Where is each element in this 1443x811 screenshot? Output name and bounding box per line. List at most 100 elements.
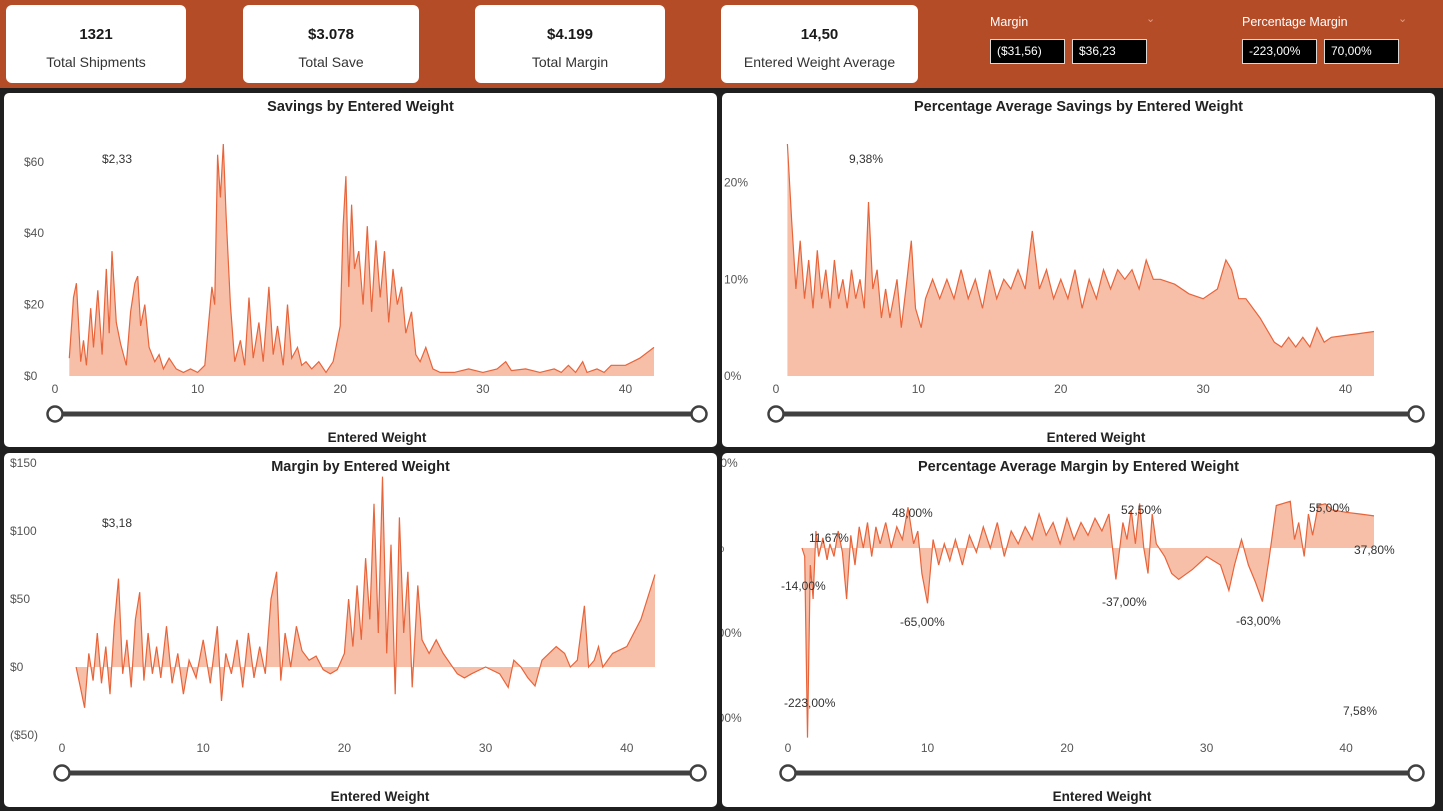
savings-chart: $0 $20 $40 $60 0 10 20 30 40 $2,33 Entered Weight (24, 143, 708, 445)
kpi-value: 1321 (79, 26, 113, 43)
x-tick-label: 0 (773, 382, 780, 396)
x-axis-label: Entered Weight (1047, 430, 1146, 445)
data-label: -14,00% (781, 579, 826, 593)
kpi-card-total-shipments: 1321 Total Shipments (6, 5, 186, 83)
y-tick-label: $0 (24, 369, 38, 383)
y-tick-label: 20% (724, 176, 748, 190)
x-tick-label: 40 (620, 741, 634, 755)
range-slider-handle[interactable] (46, 405, 64, 423)
range-slider-handle[interactable] (53, 764, 71, 782)
series-area (76, 476, 656, 708)
percentage-margin-min-input[interactable]: -223,00% (1242, 39, 1317, 64)
kpi-value: $3.078 (308, 26, 354, 43)
x-axis-label: Entered Weight (331, 789, 430, 804)
chevron-down-icon[interactable]: ⌄ (1146, 13, 1156, 25)
x-tick-label: 30 (1196, 382, 1210, 396)
range-slider-handle[interactable] (1407, 764, 1425, 782)
x-tick-label: 40 (1339, 382, 1353, 396)
x-tick-label: 30 (476, 382, 490, 396)
kpi-card-total-save: $3.078 Total Save (243, 5, 419, 83)
x-tick-label: 0 (785, 741, 792, 755)
percentage-margin-slicer-title: Percentage Margin (1242, 15, 1348, 29)
range-slider-handle[interactable] (779, 764, 797, 782)
kpi-label: Total Margin (531, 54, 609, 70)
y-tick-label: $0 (10, 660, 24, 674)
y-tick-label: 10% (724, 272, 748, 286)
x-tick-label: 10 (912, 382, 926, 396)
data-label: -63,00% (1236, 614, 1281, 628)
data-label: 9,38% (849, 152, 883, 166)
data-label: $3,18 (102, 516, 132, 530)
x-tick-label: 0 (52, 382, 59, 396)
data-label: 37,80% (1354, 543, 1395, 557)
x-tick-label: 30 (1200, 741, 1214, 755)
kpi-card-entered-weight-average: 14,50 Entered Weight Average (721, 5, 918, 83)
range-slider-handle[interactable] (1407, 405, 1425, 423)
data-label: -223,00% (784, 696, 836, 710)
series-line (68, 143, 655, 374)
x-tick-label: 20 (1060, 741, 1074, 755)
kpi-label: Entered Weight Average (743, 54, 896, 70)
series-area (787, 144, 1374, 376)
y-tick-label: -100% (722, 626, 742, 640)
range-slider-handle[interactable] (689, 764, 707, 782)
data-label: 48,00% (892, 506, 933, 520)
x-tick-label: 10 (191, 382, 205, 396)
data-label: -65,00% (900, 615, 945, 629)
chart-title: Percentage Average Margin by Entered Wei… (918, 459, 1239, 475)
percentage-margin-chart-panel: Percentage Average Margin by Entered Wei… (722, 453, 1435, 807)
data-label: 7,58% (1343, 704, 1377, 718)
header-bar: 1321 Total Shipments $3.078 Total Save $… (0, 0, 1443, 88)
chevron-down-icon[interactable]: ⌄ (1398, 13, 1408, 25)
margin-chart-panel: Margin by Entered Weight ($50) $0 $50 $100 $… (4, 453, 717, 807)
percentage-margin-max-input[interactable]: 70,00% (1324, 39, 1399, 64)
x-axis-label: Entered Weight (328, 430, 427, 445)
x-tick-label: 40 (1339, 741, 1353, 755)
x-tick-label: 30 (479, 741, 493, 755)
percentage-savings-chart: 0% 10% 20% 0 10 20 30 40 9,38% Entered Weight (724, 143, 1425, 445)
margin-max-input[interactable]: $36,23 (1072, 39, 1147, 64)
margin-slicer-title: Margin (990, 15, 1029, 29)
kpi-label: Total Shipments (46, 54, 146, 70)
data-label: 52,50% (1121, 503, 1162, 517)
y-tick-label: 100% (722, 456, 738, 470)
savings-chart-panel: Savings by Entered Weight $0 $20 $40 $60 0 10… (4, 93, 717, 447)
x-tick-label: 20 (338, 741, 352, 755)
y-tick-label: -200% (722, 711, 742, 725)
kpi-value: $4.199 (547, 26, 593, 43)
series-area (802, 501, 1374, 738)
chart-title: Margin by Entered Weight (271, 459, 450, 475)
data-label: $2,33 (102, 152, 132, 166)
kpi-label: Total Save (298, 54, 364, 70)
series-line (75, 476, 656, 708)
x-tick-label: 10 (921, 741, 935, 755)
x-tick-label: 10 (197, 741, 211, 755)
range-slider-handle[interactable] (690, 405, 708, 423)
series-line (801, 500, 1375, 738)
x-tick-label: 20 (1054, 382, 1068, 396)
y-tick-label: $100 (10, 524, 37, 538)
kpi-value: 14,50 (800, 26, 839, 43)
x-tick-label: 40 (619, 382, 633, 396)
chart-title: Percentage Average Savings by Entered We… (913, 99, 1244, 115)
y-tick-label: 0% (722, 541, 725, 555)
series-area (69, 144, 655, 376)
x-tick-label: 20 (334, 382, 348, 396)
x-axis-label: Entered Weight (1053, 789, 1152, 804)
data-label: 55,00% (1309, 501, 1350, 515)
data-label: 11,67% (809, 531, 849, 545)
percentage-margin-chart: -200% -100% 0% 100% 0 10 20 30 40 11,67% 48,00% 52,… (722, 456, 1425, 804)
percentage-savings-chart-panel: Percentage Average Savings by Entered We… (722, 93, 1435, 447)
y-tick-label: $150 (10, 456, 37, 470)
y-tick-label: $60 (24, 155, 44, 169)
series-line (786, 143, 1375, 349)
kpi-card-total-margin: $4.199 Total Margin (475, 5, 665, 83)
y-tick-label: $20 (24, 298, 44, 312)
range-slider-handle[interactable] (767, 405, 785, 423)
chart-title: Savings by Entered Weight (267, 99, 454, 115)
y-tick-label: 0% (724, 369, 742, 383)
y-tick-label: $40 (24, 226, 44, 240)
margin-min-input[interactable]: ($31,56) (990, 39, 1065, 64)
y-tick-label: ($50) (10, 728, 38, 742)
y-tick-label: $50 (10, 592, 30, 606)
